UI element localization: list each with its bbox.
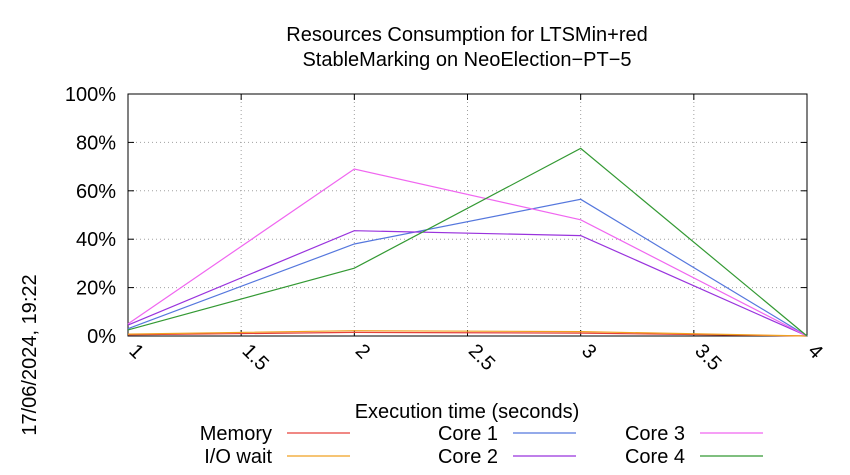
x-tick-label: 2.5 xyxy=(464,340,499,375)
y-tick-labels: 0% 20% 40% 60% 80% 100% xyxy=(65,84,116,348)
chart-title-line-2: StableMarking on NeoElection−PT−5 xyxy=(302,49,631,71)
series-line-i-o-wait xyxy=(127,330,808,337)
x-axis-label: Execution time (seconds) xyxy=(355,401,580,423)
x-tick-labels: 1 1.5 2 2.5 3 3.5 4 xyxy=(124,340,826,375)
legend-label-core-3: Core 3 xyxy=(625,423,685,445)
legend-label-core-4: Core 4 xyxy=(625,446,685,468)
grid xyxy=(128,94,807,336)
y-tick-label: 20% xyxy=(76,278,116,300)
series-lines xyxy=(127,147,808,337)
chart-title: Resources Consumption for LTSMin+red Sta… xyxy=(286,24,647,71)
chart-title-line-1: Resources Consumption for LTSMin+red xyxy=(286,24,647,46)
y-tick-label: 60% xyxy=(76,181,116,203)
plot-border xyxy=(127,93,808,337)
legend-label-core-1: Core 1 xyxy=(438,423,498,445)
series-line-core-3 xyxy=(127,168,808,337)
y-tick-label: 0% xyxy=(87,326,116,348)
y-tick-label: 80% xyxy=(76,132,116,154)
x-tick-label: 4 xyxy=(803,340,826,363)
x-tick-label: 1 xyxy=(124,340,147,363)
y-tick-label: 40% xyxy=(76,229,116,251)
x-tick-label: 3 xyxy=(577,340,600,363)
x-tick-label: 2 xyxy=(351,340,374,363)
legend-label-core-2: Core 2 xyxy=(438,446,498,468)
legend-label-i-o-wait: I/O wait xyxy=(204,446,272,468)
legend-label-memory: Memory xyxy=(200,423,272,445)
series-line-core-1 xyxy=(127,198,808,337)
x-tick-label: 1.5 xyxy=(238,340,273,375)
series-line-memory xyxy=(127,331,808,337)
x-tick-label: 3.5 xyxy=(690,340,725,375)
y-tick-label: 100% xyxy=(65,84,116,106)
series-line-core-2 xyxy=(127,230,808,337)
series-line-core-4 xyxy=(127,147,808,337)
timestamp-label: 17/06/2024, 19:22 xyxy=(19,274,41,435)
